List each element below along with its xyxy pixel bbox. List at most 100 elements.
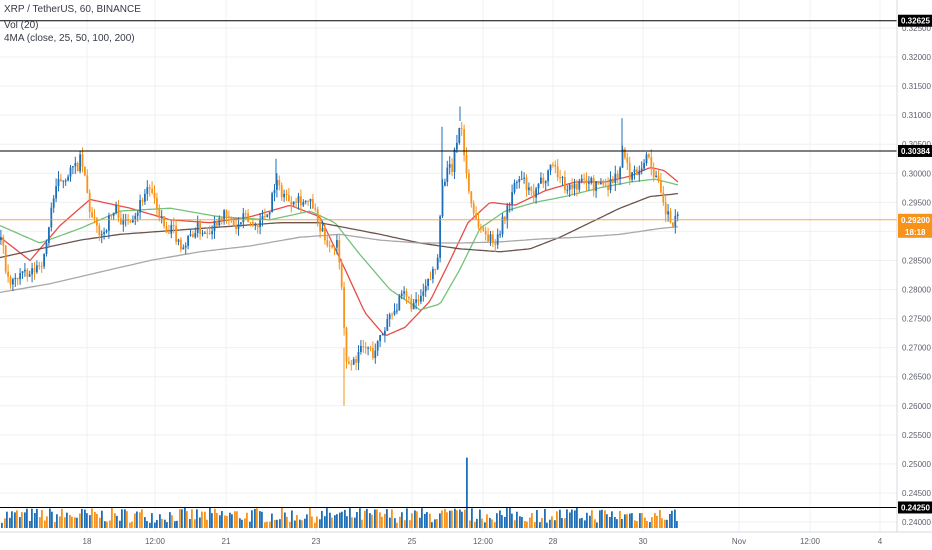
volume-bar [649,522,651,528]
volume-bar [69,514,71,528]
candle-body [98,225,101,236]
candle-body [432,269,434,280]
price-tick-label: 0.26500 [902,373,931,382]
volume-bar [239,518,241,528]
volume-bar [121,509,123,528]
volume-bar [316,516,318,528]
volume-bar [44,520,46,528]
ma-legend[interactable]: 4MA (close, 25, 50, 100, 200) [4,33,135,44]
candle-body [489,234,492,242]
candle-body [153,192,156,199]
candle-body [55,186,57,199]
candle-body [201,233,204,235]
candle-body [650,157,653,168]
volume-bar [219,515,221,528]
candle-body [105,230,108,233]
candle-body [475,213,477,219]
candle-body [379,334,381,342]
candle-body [36,265,38,273]
candle-body [189,234,192,236]
volume-bar [521,516,523,528]
volume-bar [111,507,113,528]
volume-bar [611,511,613,528]
candle-body [585,179,588,183]
time-tick-label: Nov [732,537,746,546]
volume-bar [379,512,381,528]
volume-bar [661,518,663,528]
volume-bar [361,519,363,528]
price-axis[interactable]: 0.32500 0.32000 0.31500 0.31000 0.30500 0.300… [902,24,931,527]
candle-body [547,170,549,182]
candle-body [559,177,561,179]
candle-body [96,218,98,226]
volume-bar [421,508,423,528]
candle-body [144,193,146,202]
time-axis[interactable]: 18 12:00 21 23 25 12:00 28 30 Nov 12:00 4 [83,537,883,546]
volume-bar [41,510,43,528]
candle-body [324,227,326,241]
volume-bar [39,517,41,528]
horizontal-lines[interactable] [0,20,897,508]
candle-body [266,214,269,217]
candle-body [540,177,542,184]
candle-body [528,187,530,191]
candle-body [552,164,554,166]
candle-body [492,234,494,243]
volume-bar [511,513,513,528]
volume-bar [54,521,56,528]
volume-bar [116,515,118,528]
volume-bar [146,521,148,528]
volume-bar [269,521,271,528]
candle-body [256,223,259,228]
volume-bar [26,508,28,528]
price-tick-label: 0.26000 [902,402,931,411]
candle-body [372,348,374,359]
candle-body [470,191,473,204]
candle-body [576,183,578,190]
volume-bar [456,510,458,528]
candle-body [21,271,24,274]
price-tick-label: 0.30500 [902,140,931,149]
candle-body [626,157,629,163]
candle-body [568,184,571,190]
volume-bar [149,522,151,528]
candle-body [117,205,120,219]
volume-bar [1,522,3,528]
candle-body [321,227,324,232]
candle-body [177,239,180,242]
candle-body [367,347,369,349]
volume-bar [464,509,466,528]
candle-body [508,204,511,206]
candle-body [280,185,283,198]
candle-body [484,230,487,235]
candle-body [326,240,329,246]
candle-body [612,178,614,183]
volume-legend[interactable]: Vol (20) [4,20,39,31]
candle-body [218,218,221,226]
candle-body [657,175,660,181]
volume-bar [429,513,431,528]
candle-body [81,154,84,167]
price-tick-label: 0.28000 [902,286,931,295]
horizontal-line-value: 0.30384 [901,147,930,156]
candle-body [410,298,413,310]
volume-bar [306,514,308,528]
volume-bar [584,520,586,528]
candle-body [62,180,65,182]
volume-bar [194,519,196,528]
volume-bar [34,512,36,528]
volume-bar [351,517,353,528]
volume-bar [634,520,636,528]
volume-bar [324,516,326,528]
volume-bar [126,511,128,528]
symbol-legend[interactable]: XRP / TetherUS, 60, BINANCE [4,4,141,15]
volume-bar [441,510,443,528]
volume-bar [171,515,173,528]
candle-body [672,222,674,227]
volume-bar [636,521,638,528]
candle-body [393,310,396,315]
volume-bar [439,513,441,528]
volume-bar [526,521,528,528]
candle-body [448,164,451,168]
